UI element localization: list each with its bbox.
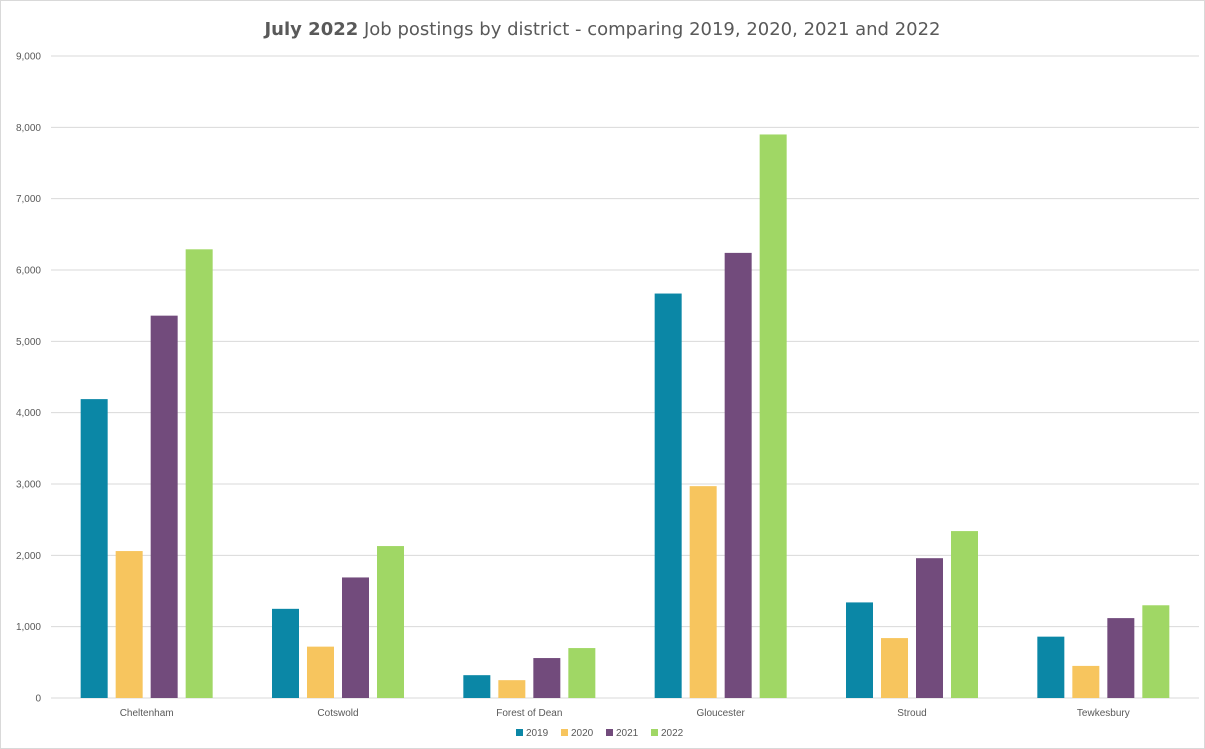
bar-cotswold-2020 [307,646,334,698]
y-tick-label: 5,000 [16,337,41,348]
bar-tewkesbury-2021 [1107,618,1135,698]
y-tick-label: 3,000 [16,480,41,491]
x-category-label: Cheltenham [120,708,174,719]
legend-swatch-2022 [651,729,658,736]
bar-gloucester-2020 [689,486,717,698]
x-category-label: Forest of Dean [496,708,562,719]
bar-tewkesbury-2020 [1072,665,1100,698]
bar-forest-of-dean-2020 [498,680,526,698]
legend-swatch-2020 [561,729,568,736]
y-tick-label: 0 [35,694,41,705]
legend-swatch-2019 [516,729,523,736]
x-category-label: Cotswold [317,708,358,719]
bar-stroud-2022 [951,531,978,698]
chart-title: July 2022 Job postings by district - com… [1,19,1204,40]
y-tick-label: 1,000 [16,622,41,633]
y-tick-label: 7,000 [16,194,41,205]
bar-tewkesbury-2022 [1142,605,1170,698]
y-tick-label: 6,000 [16,266,41,277]
bar-stroud-2019 [846,602,873,698]
bar-cotswold-2019 [272,608,299,698]
legend-label-2021: 2021 [616,728,639,739]
bar-stroud-2021 [916,558,943,698]
bar-cheltenham-2020 [115,551,143,698]
x-category-label: Gloucester [696,708,745,719]
chart-title-bold: July 2022 [264,19,359,40]
bar-forest-of-dean-2022 [568,648,596,698]
legend-label-2022: 2022 [661,728,684,739]
x-category-label: Stroud [897,708,926,719]
bar-cotswold-2022 [377,546,404,698]
legend-swatch-2021 [606,729,613,736]
bar-cheltenham-2021 [150,315,178,698]
y-tick-label: 2,000 [16,551,41,562]
bar-gloucester-2022 [759,134,787,698]
bar-forest-of-dean-2019 [463,675,491,698]
legend-label-2019: 2019 [526,728,549,739]
bar-gloucester-2021 [724,252,752,698]
y-tick-label: 4,000 [16,408,41,419]
x-category-label: Tewkesbury [1077,708,1130,719]
bar-cotswold-2021 [342,577,369,698]
legend-label-2020: 2020 [571,728,594,739]
y-tick-label: 9,000 [16,52,41,63]
bar-stroud-2020 [881,638,908,698]
bar-cheltenham-2019 [80,399,108,698]
y-tick-label: 8,000 [16,123,41,134]
bar-gloucester-2019 [654,293,682,698]
chart-title-rest: Job postings by district - comparing 201… [358,19,941,40]
bar-forest-of-dean-2021 [533,658,561,698]
bar-cheltenham-2022 [185,249,213,698]
bar-tewkesbury-2019 [1037,636,1065,698]
